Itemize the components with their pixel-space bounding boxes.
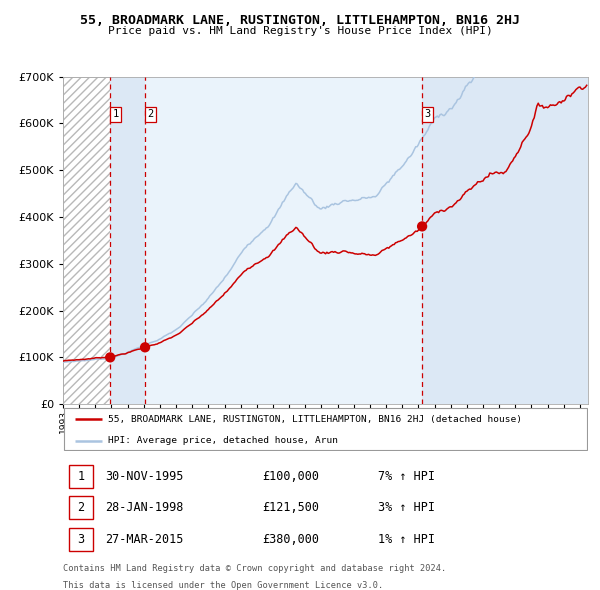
Text: 2: 2 <box>148 109 154 119</box>
Text: £121,500: £121,500 <box>263 502 320 514</box>
Text: Contains HM Land Registry data © Crown copyright and database right 2024.: Contains HM Land Registry data © Crown c… <box>63 563 446 572</box>
Text: £380,000: £380,000 <box>263 533 320 546</box>
Text: 1% ↑ HPI: 1% ↑ HPI <box>378 533 435 546</box>
Text: 27-MAR-2015: 27-MAR-2015 <box>105 533 184 546</box>
FancyBboxPatch shape <box>70 496 93 520</box>
Text: Price paid vs. HM Land Registry's House Price Index (HPI): Price paid vs. HM Land Registry's House … <box>107 26 493 36</box>
Text: 2: 2 <box>77 502 85 514</box>
Text: 3: 3 <box>77 533 85 546</box>
Text: 1: 1 <box>113 109 119 119</box>
Text: 3% ↑ HPI: 3% ↑ HPI <box>378 502 435 514</box>
FancyBboxPatch shape <box>70 465 93 488</box>
Text: 55, BROADMARK LANE, RUSTINGTON, LITTLEHAMPTON, BN16 2HJ: 55, BROADMARK LANE, RUSTINGTON, LITTLEHA… <box>80 14 520 27</box>
Bar <box>145 77 422 404</box>
FancyBboxPatch shape <box>70 527 93 551</box>
Bar <box>63 77 110 404</box>
Bar <box>422 77 588 404</box>
Bar <box>110 77 145 404</box>
Point <box>106 353 115 362</box>
Text: 30-NOV-1995: 30-NOV-1995 <box>105 470 184 483</box>
Text: 1: 1 <box>77 470 85 483</box>
Point <box>140 343 150 352</box>
Text: 55, BROADMARK LANE, RUSTINGTON, LITTLEHAMPTON, BN16 2HJ (detached house): 55, BROADMARK LANE, RUSTINGTON, LITTLEHA… <box>107 415 521 424</box>
Point <box>417 222 427 231</box>
Text: This data is licensed under the Open Government Licence v3.0.: This data is licensed under the Open Gov… <box>63 581 383 589</box>
Text: 7% ↑ HPI: 7% ↑ HPI <box>378 470 435 483</box>
FancyBboxPatch shape <box>64 408 587 450</box>
Text: 3: 3 <box>425 109 431 119</box>
Text: £100,000: £100,000 <box>263 470 320 483</box>
Text: HPI: Average price, detached house, Arun: HPI: Average price, detached house, Arun <box>107 436 338 445</box>
Text: 28-JAN-1998: 28-JAN-1998 <box>105 502 184 514</box>
